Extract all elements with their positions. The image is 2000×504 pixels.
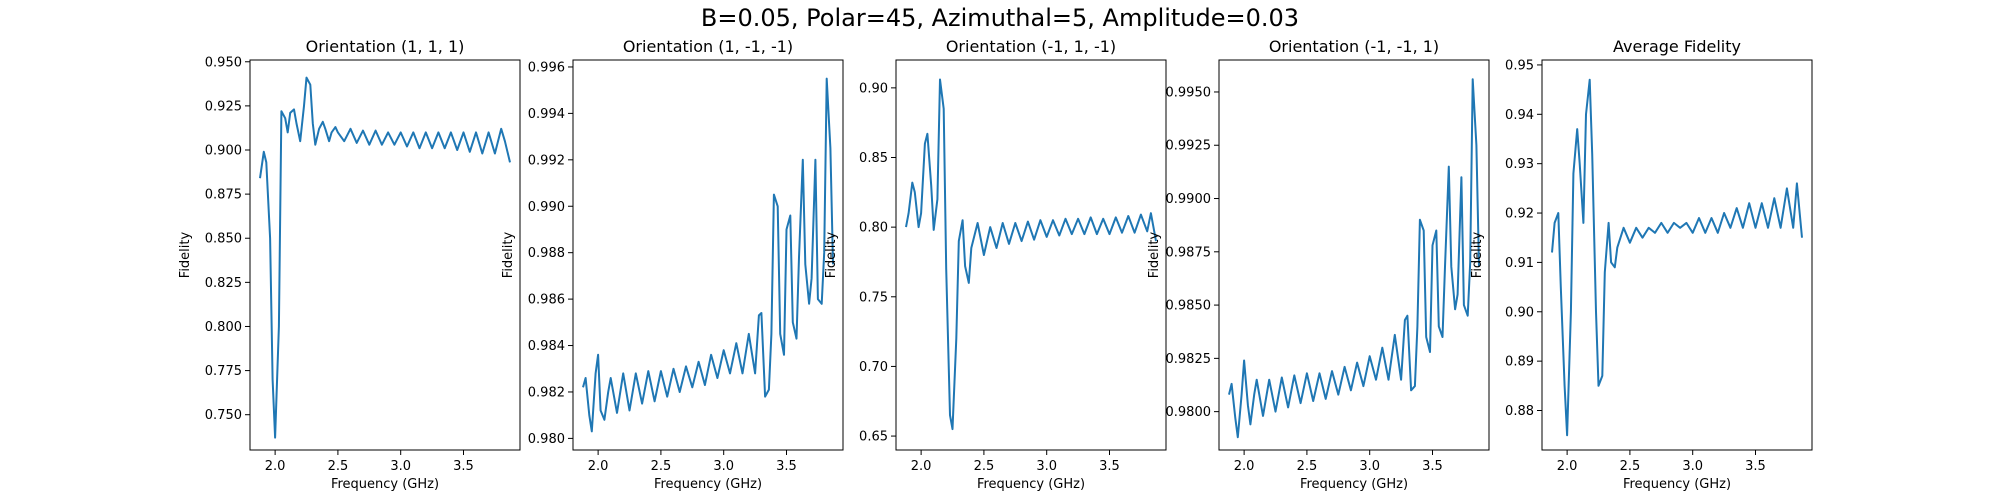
subplot-4: Orientation (-1, -1, 1) 2.0 2.5 3.0 3.5 0.980… — [1147, 37, 1490, 492]
y-tick-label: 0.825 — [205, 276, 242, 291]
subplot-title: Orientation (-1, -1, 1) — [1269, 37, 1439, 56]
y-tick-label: 0.80 — [859, 221, 888, 236]
subplot-5: Average Fidelity 2.0 2.5 3.0 3.5 0.88 0.89 0.90… — [1470, 37, 1813, 492]
y-tick-label: 0.9875 — [1166, 245, 1212, 260]
y-tick-label: 0.800 — [205, 320, 242, 335]
x-tick-label: 2.0 — [1234, 459, 1255, 474]
x-tick-label: 3.5 — [776, 459, 797, 474]
y-axis-label: Fidelity — [1470, 231, 1485, 278]
y-tick-label: 0.9825 — [1166, 352, 1212, 367]
x-tick-label: 2.0 — [265, 459, 286, 474]
y-tick-label: 0.986 — [528, 293, 565, 308]
series-line — [582, 77, 834, 433]
y-tick-label: 0.9950 — [1166, 85, 1212, 100]
y-tick-label: 0.996 — [528, 60, 565, 75]
y-axis-label: Fidelity — [178, 231, 193, 278]
y-tick-label: 0.775 — [205, 364, 242, 379]
subplot-3: Orientation (-1, 1, -1) 2.0 2.5 3.0 3.5 0.65 0… — [824, 37, 1167, 492]
y-tick-label: 0.984 — [528, 339, 565, 354]
x-axis-label: Frequency (GHz) — [331, 477, 439, 492]
series-line — [1551, 78, 1803, 437]
x-tick-label: 3.0 — [713, 459, 734, 474]
y-tick-label: 0.990 — [528, 200, 565, 215]
y-tick-label: 0.75 — [859, 290, 888, 305]
subplot-title: Orientation (-1, 1, -1) — [946, 37, 1116, 56]
y-tick-label: 0.950 — [205, 55, 242, 70]
y-axis-label: Fidelity — [824, 231, 839, 278]
x-axis-label: Frequency (GHz) — [654, 477, 762, 492]
plot-frame — [572, 59, 844, 451]
y-tick-label: 0.65 — [859, 430, 888, 445]
x-tick-label: 2.0 — [1557, 459, 1578, 474]
x-tick-label: 3.5 — [453, 459, 474, 474]
y-tick-label: 0.88 — [1505, 404, 1534, 419]
y-tick-label: 0.93 — [1505, 157, 1534, 172]
x-tick-label: 2.5 — [1297, 459, 1318, 474]
x-tick-label: 2.5 — [651, 459, 672, 474]
y-tick-label: 0.850 — [205, 232, 242, 247]
y-tick-label: 0.70 — [859, 360, 888, 375]
x-tick-label: 2.5 — [1620, 459, 1641, 474]
y-tick-label: 0.92 — [1505, 207, 1534, 222]
plot-frame — [1218, 59, 1490, 451]
y-tick-label: 0.94 — [1505, 108, 1534, 123]
y-tick-label: 0.925 — [205, 99, 242, 114]
x-tick-label: 3.0 — [1036, 459, 1057, 474]
x-tick-label: 2.5 — [328, 459, 349, 474]
subplot-2: Orientation (1, -1, -1) 2.0 2.5 3.0 3.5 0.980… — [501, 37, 844, 492]
y-tick-label: 0.992 — [528, 153, 565, 168]
x-tick-label: 3.5 — [1745, 459, 1766, 474]
plot-frame — [249, 59, 521, 451]
subplot-title: Orientation (1, 1, 1) — [306, 37, 465, 56]
y-tick-label: 0.89 — [1505, 355, 1534, 370]
x-tick-label: 2.0 — [588, 459, 609, 474]
x-tick-label: 3.5 — [1422, 459, 1443, 474]
y-tick-label: 0.90 — [1505, 305, 1534, 320]
figure-suptitle: B=0.05, Polar=45, Azimuthal=5, Amplitude… — [700, 4, 1300, 32]
series-line — [1228, 78, 1480, 439]
x-axis-label: Frequency (GHz) — [1623, 477, 1731, 492]
y-axis-label: Fidelity — [501, 231, 516, 278]
x-axis-label: Frequency (GHz) — [977, 477, 1085, 492]
plot-frame — [895, 59, 1167, 451]
y-tick-label: 0.988 — [528, 246, 565, 261]
subplot-title: Orientation (1, -1, -1) — [623, 37, 793, 56]
x-tick-label: 2.5 — [974, 459, 995, 474]
y-tick-label: 0.85 — [859, 151, 888, 166]
y-tick-label: 0.9850 — [1166, 299, 1212, 314]
x-axis-label: Frequency (GHz) — [1300, 477, 1408, 492]
y-tick-label: 0.9800 — [1166, 405, 1212, 420]
x-tick-label: 3.0 — [1682, 459, 1703, 474]
y-tick-label: 0.982 — [528, 385, 565, 400]
y-tick-label: 0.9925 — [1166, 139, 1212, 154]
subplot-1: Orientation (1, 1, 1) 2.0 2.5 3.0 3.5 0.750 0.… — [178, 37, 521, 492]
y-tick-label: 0.750 — [205, 408, 242, 423]
x-tick-label: 2.0 — [911, 459, 932, 474]
series-line — [259, 76, 511, 439]
y-tick-label: 0.875 — [205, 188, 242, 203]
plot-frame — [1541, 59, 1813, 451]
y-tick-label: 0.994 — [528, 107, 565, 122]
y-tick-label: 0.9900 — [1166, 192, 1212, 207]
y-axis-label: Fidelity — [1147, 231, 1162, 278]
subplot-title: Average Fidelity — [1613, 37, 1741, 56]
y-tick-label: 0.900 — [205, 144, 242, 159]
y-tick-label: 0.91 — [1505, 256, 1534, 271]
x-tick-label: 3.0 — [1359, 459, 1380, 474]
y-tick-label: 0.90 — [859, 81, 888, 96]
y-tick-label: 0.95 — [1505, 58, 1534, 73]
x-tick-label: 3.0 — [390, 459, 411, 474]
y-tick-label: 0.980 — [528, 432, 565, 447]
series-line — [905, 78, 1157, 431]
x-tick-label: 3.5 — [1099, 459, 1120, 474]
